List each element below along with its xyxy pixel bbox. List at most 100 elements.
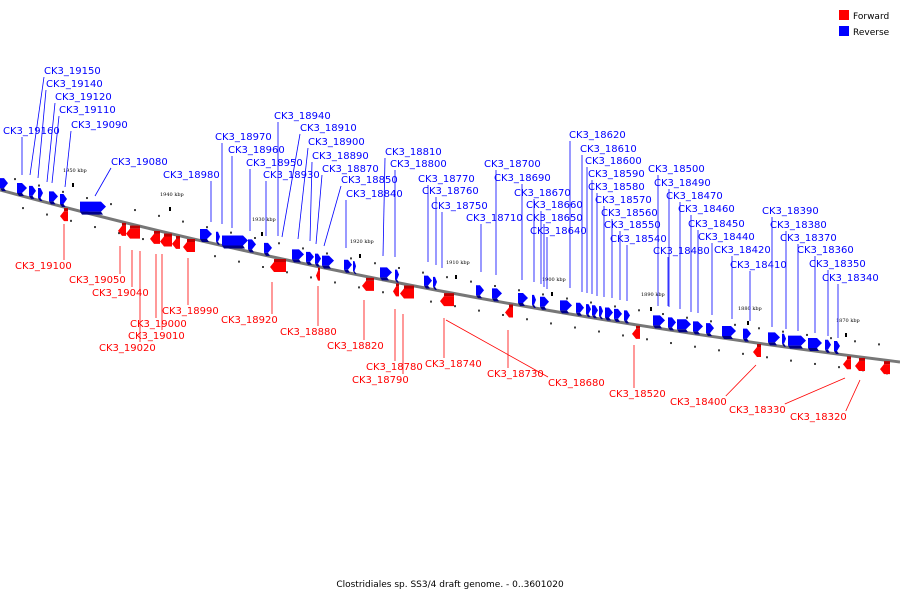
forward-gene-label: CK3_19040 bbox=[92, 288, 149, 299]
reverse-gene-label: CK3_18840 bbox=[346, 189, 403, 200]
forward-gene-label: CK3_18820 bbox=[327, 341, 384, 352]
reverse-gene-label: CK3_18890 bbox=[312, 151, 369, 162]
reverse-label-connector bbox=[64, 130, 72, 188]
forward-gene bbox=[400, 285, 414, 299]
reverse-gene bbox=[49, 191, 58, 205]
reverse-gene-label: CK3_18980 bbox=[163, 170, 220, 181]
reverse-gene-label: CK3_19080 bbox=[111, 157, 168, 168]
reverse-gene bbox=[216, 231, 220, 245]
reverse-gene bbox=[292, 249, 304, 263]
reverse-gene-label: CK3_18910 bbox=[300, 123, 357, 134]
reverse-label-connector bbox=[315, 174, 323, 245]
reverse-label-connector bbox=[46, 102, 56, 183]
forward-gene-label: CK3_18780 bbox=[366, 362, 423, 373]
reverse-gene-label: CK3_18360 bbox=[797, 245, 854, 256]
reverse-label-connector bbox=[94, 167, 112, 197]
forward-legend-label: Forward bbox=[853, 12, 889, 22]
reverse-gene-label: CK3_18690 bbox=[494, 173, 551, 184]
reverse-gene bbox=[605, 307, 613, 321]
forward-gene-label: CK3_18680 bbox=[548, 378, 605, 389]
reverse-gene bbox=[677, 319, 691, 333]
reverse-gene-label: CK3_18960 bbox=[228, 145, 285, 156]
reverse-gene-label: CK3_18460 bbox=[678, 204, 735, 215]
reverse-gene-label: CK3_18970 bbox=[215, 132, 272, 143]
reverse-gene-label: CK3_18560 bbox=[601, 208, 658, 219]
forward-gene-label: CK3_18520 bbox=[609, 389, 666, 400]
tick-label: 1920 kbp bbox=[350, 239, 374, 245]
reverse-label-connector bbox=[309, 161, 313, 242]
reverse-gene bbox=[222, 235, 248, 249]
reverse-gene-label: CK3_19160 bbox=[3, 126, 60, 137]
reverse-gene-label: CK3_18480 bbox=[653, 246, 710, 257]
reverse-gene-label: CK3_18470 bbox=[666, 191, 723, 202]
reverse-gene-label: CK3_18410 bbox=[730, 260, 787, 271]
reverse-gene bbox=[614, 308, 622, 322]
reverse-gene-label: CK3_19090 bbox=[71, 120, 128, 131]
tick-label: 1900 kbp bbox=[542, 277, 566, 283]
reverse-gene bbox=[60, 193, 67, 207]
reverse-label-connector bbox=[37, 89, 47, 179]
tick-layer: 1950 kbp 1940 kbp 1930 kbp 1920 kbp 1910 kbp… bbox=[14, 168, 888, 375]
forward-gene bbox=[172, 235, 180, 249]
reverse-gene-label: CK3_19120 bbox=[55, 92, 112, 103]
reverse-gene bbox=[668, 317, 676, 331]
reverse-gene-label: CK3_18580 bbox=[588, 182, 645, 193]
reverse-gene-label: CK3_18490 bbox=[654, 178, 711, 189]
reverse-label-connector bbox=[29, 76, 45, 176]
reverse-gene bbox=[825, 339, 831, 353]
reverse-gene bbox=[518, 292, 528, 306]
reverse-gene bbox=[624, 310, 630, 324]
forward-gene-label: CK3_19010 bbox=[128, 331, 185, 342]
reverse-gene-label: CK3_18570 bbox=[595, 195, 652, 206]
reverse-gene-label: CK3_18340 bbox=[822, 273, 879, 284]
reverse-gene bbox=[80, 201, 106, 215]
tick-label: 1950 kbp bbox=[63, 168, 87, 174]
reverse-gene bbox=[560, 300, 572, 314]
reverse-gene bbox=[586, 304, 591, 318]
reverse-gene bbox=[38, 187, 43, 201]
forward-legend-swatch bbox=[839, 10, 849, 20]
reverse-gene bbox=[788, 335, 806, 349]
reverse-label-connector bbox=[382, 157, 386, 257]
tick-label: 1890 kbp bbox=[641, 292, 665, 298]
forward-gene-label: CK3_18990 bbox=[162, 306, 219, 317]
forward-gene-label: CK3_18880 bbox=[280, 327, 337, 338]
forward-gene bbox=[440, 293, 454, 307]
reverse-gene bbox=[743, 328, 751, 342]
forward-gene-label: CK3_18330 bbox=[729, 405, 786, 416]
gene-layer bbox=[0, 178, 890, 375]
reverse-gene bbox=[834, 340, 840, 354]
reverse-gene-label: CK3_19110 bbox=[59, 105, 116, 116]
reverse-gene-label: CK3_18660 bbox=[526, 200, 583, 211]
reverse-gene bbox=[433, 276, 437, 290]
reverse-gene bbox=[248, 239, 256, 253]
reverse-gene-label: CK3_19150 bbox=[44, 66, 101, 77]
reverse-gene-label: CK3_18440 bbox=[698, 232, 755, 243]
reverse-gene bbox=[200, 228, 212, 242]
forward-gene bbox=[505, 304, 513, 318]
forward-gene bbox=[632, 325, 640, 339]
genome-caption: Clostridiales sp. SS3/4 draft genome. - … bbox=[336, 580, 564, 590]
forward-gene-label: CK3_18740 bbox=[425, 359, 482, 370]
reverse-gene-label: CK3_18710 bbox=[466, 213, 523, 224]
reverse-gene bbox=[17, 182, 27, 196]
reverse-gene bbox=[380, 267, 392, 281]
reverse-gene bbox=[322, 255, 334, 269]
reverse-gene-label: CK3_18600 bbox=[585, 156, 642, 167]
reverse-gene-label: CK3_18800 bbox=[390, 159, 447, 170]
reverse-gene bbox=[476, 285, 484, 299]
reverse-gene bbox=[29, 185, 36, 199]
reverse-legend-swatch bbox=[839, 26, 849, 36]
reverse-gene-label: CK3_18930 bbox=[263, 170, 320, 181]
reverse-gene-label: CK3_18380 bbox=[770, 220, 827, 231]
label-connectors bbox=[21, 76, 861, 412]
forward-gene-label: CK3_19050 bbox=[69, 275, 126, 286]
reverse-gene-label: CK3_18540 bbox=[610, 234, 667, 245]
reverse-gene-label: CK3_18810 bbox=[385, 147, 442, 158]
reverse-gene bbox=[315, 253, 321, 267]
forward-gene bbox=[60, 208, 68, 222]
forward-gene-label: CK3_18730 bbox=[487, 369, 544, 380]
reverse-gene-label: CK3_18700 bbox=[484, 159, 541, 170]
gene-labels: CK3_19150 CK3_19140 CK3_19120 CK3_19110 CK3_… bbox=[3, 66, 879, 423]
